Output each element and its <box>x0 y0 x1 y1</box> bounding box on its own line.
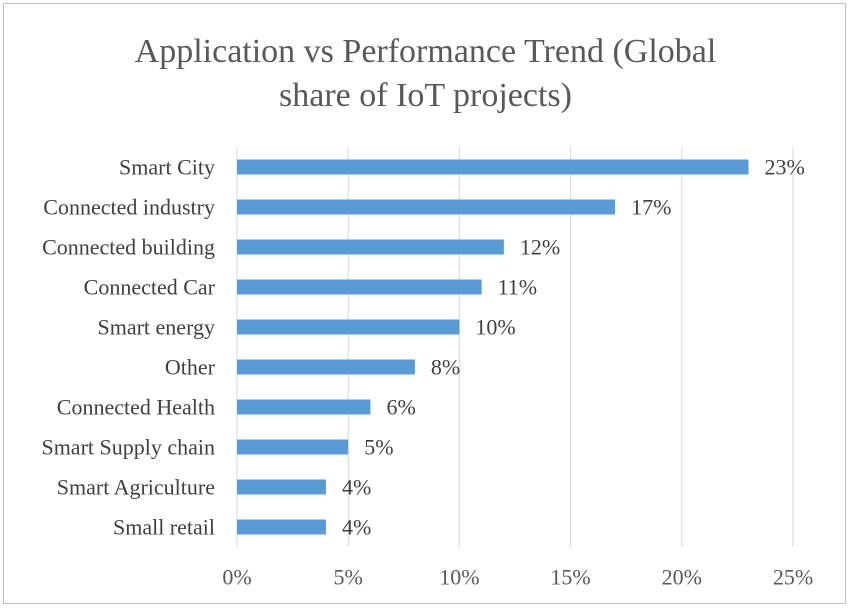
category-label-9: Small retail <box>113 515 215 540</box>
data-label-1: 17% <box>631 195 671 220</box>
category-label-3: Connected Car <box>84 275 216 300</box>
bar-8 <box>237 479 326 495</box>
chart-title-line-1: Application vs Performance Trend (Global <box>134 33 717 70</box>
x-tick-label-2: 10% <box>439 565 479 590</box>
data-label-0: 23% <box>765 155 805 180</box>
data-label-5: 8% <box>431 355 460 380</box>
bar-6 <box>237 399 371 415</box>
bar-0 <box>237 159 749 175</box>
bar-7 <box>237 439 349 455</box>
bar-4 <box>237 319 460 335</box>
data-label-6: 6% <box>386 395 415 420</box>
category-label-2: Connected building <box>42 235 215 260</box>
x-tick-label-3: 15% <box>550 565 590 590</box>
category-label-8: Smart Agriculture <box>57 475 215 500</box>
x-tick-label-0: 0% <box>222 565 251 590</box>
data-label-2: 12% <box>520 235 560 260</box>
category-label-7: Smart Supply chain <box>41 435 215 460</box>
data-label-3: 11% <box>498 275 538 300</box>
x-tick-label-1: 5% <box>334 565 363 590</box>
category-label-1: Connected industry <box>43 195 215 220</box>
category-label-5: Other <box>165 355 216 380</box>
x-tick-label-4: 20% <box>662 565 702 590</box>
chart-frame <box>3 3 846 604</box>
chart-title-line-2: share of IoT projects) <box>279 77 572 114</box>
data-label-9: 4% <box>342 515 371 540</box>
data-label-7: 5% <box>364 435 393 460</box>
bar-5 <box>237 359 415 375</box>
x-tick-label-5: 25% <box>773 565 813 590</box>
category-label-6: Connected Health <box>57 395 215 420</box>
bar-2 <box>237 239 504 255</box>
category-label-0: Smart City <box>119 155 215 180</box>
chart-title: Application vs Performance Trend (Global… <box>0 30 851 118</box>
bar-3 <box>237 279 482 295</box>
data-label-8: 4% <box>342 475 371 500</box>
data-label-4: 10% <box>475 315 515 340</box>
category-label-4: Smart energy <box>97 315 215 340</box>
bar-1 <box>237 199 616 215</box>
bar-9 <box>237 519 326 535</box>
